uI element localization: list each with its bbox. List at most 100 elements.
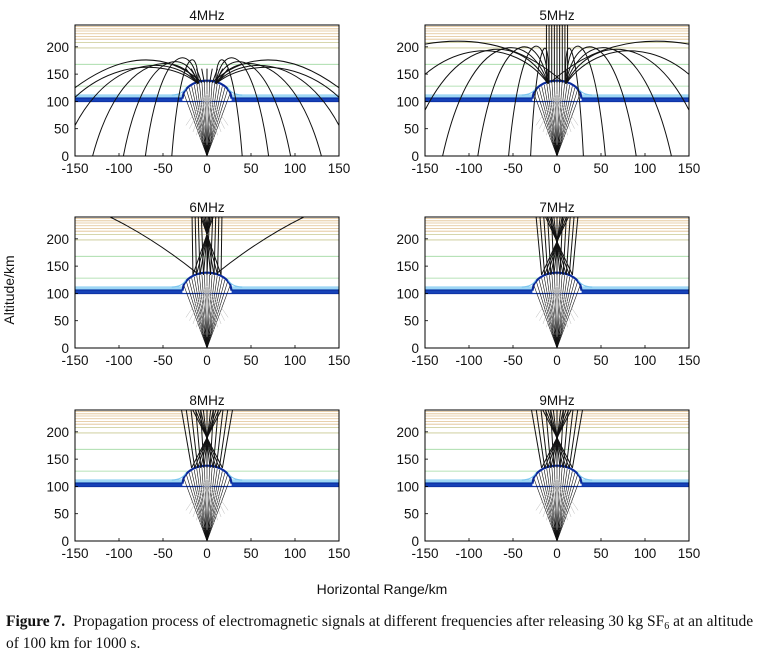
ray-returning xyxy=(565,50,689,85)
ray-upward xyxy=(541,471,558,541)
ray-returning xyxy=(122,61,199,156)
ray-upward xyxy=(206,467,210,541)
x-tick-label: -150 xyxy=(411,546,438,561)
figure: Altitude/km Horizontal Range/km -150 -100… xyxy=(1,8,701,597)
ray-upward xyxy=(546,275,558,348)
ray-upward xyxy=(551,274,558,348)
ray-escaping xyxy=(185,410,196,468)
y-tick-label: 200 xyxy=(396,232,419,247)
x-tick-label: 100 xyxy=(284,546,307,561)
ray-upward xyxy=(556,86,573,156)
ray-lattice-line xyxy=(535,286,558,318)
ray-upward xyxy=(188,472,208,541)
ray-crossing xyxy=(192,217,214,276)
x-tick-label: 0 xyxy=(203,353,211,368)
x-tick-label: 100 xyxy=(634,353,657,368)
x-axis-label: Horizontal Range/km xyxy=(317,581,448,597)
ray-returning xyxy=(565,48,689,112)
ray-lattice-line xyxy=(203,479,208,527)
ray-upward xyxy=(556,87,576,156)
panel-title: 4MHz xyxy=(189,8,225,23)
ray-upward xyxy=(556,82,563,156)
y-tick-label: 200 xyxy=(396,40,419,55)
ray-upward xyxy=(204,467,208,541)
hole-edge-right xyxy=(227,472,243,481)
ray-lattice-line xyxy=(206,94,215,139)
x-tick-label: -150 xyxy=(61,161,88,176)
ray-lattice-line xyxy=(206,94,225,129)
ray-escaping xyxy=(565,410,574,468)
ray-lattice-line xyxy=(556,479,575,514)
ray-upward xyxy=(556,274,563,348)
ray-lattice-line xyxy=(199,479,208,524)
ray-crossing xyxy=(195,217,213,275)
panel-title: 9MHz xyxy=(539,393,575,408)
ray-crossing xyxy=(202,217,210,275)
panel-title: 5MHz xyxy=(539,8,575,23)
escaping-rays xyxy=(425,25,689,156)
ray-returning xyxy=(477,46,549,156)
ray-upward xyxy=(556,475,578,541)
y-tick-label: 200 xyxy=(46,425,69,440)
ray-lattice-line xyxy=(206,286,218,328)
ray-lattice-line xyxy=(203,286,208,334)
ray-upward xyxy=(206,282,228,348)
ray-up xyxy=(209,68,213,83)
ray-returning xyxy=(565,47,672,156)
ray-lattice-line xyxy=(556,94,572,133)
ray-escaping xyxy=(545,410,552,468)
ray-returning xyxy=(144,57,199,156)
hole-edge-right xyxy=(577,279,593,288)
ray-escaping xyxy=(539,217,546,275)
ray-upward xyxy=(201,467,208,541)
ray-crossing xyxy=(199,217,211,275)
y-tick-label: 150 xyxy=(396,259,419,274)
ray-lattice-line xyxy=(542,479,558,518)
ray-lattice-line xyxy=(535,94,558,126)
x-tick-label: 150 xyxy=(678,546,701,561)
ray-returning xyxy=(565,47,584,156)
x-tick-label: 50 xyxy=(593,353,608,368)
ray-lattice-line xyxy=(542,94,558,133)
ray-returning xyxy=(425,50,549,85)
ray-lattice-line xyxy=(539,479,558,514)
ray-upward xyxy=(551,467,558,541)
ray-upward xyxy=(193,276,208,348)
y-tick-label: 100 xyxy=(46,286,69,301)
ray-oblique-left xyxy=(109,217,197,274)
ray-upward xyxy=(188,279,208,348)
ray-lattice-line xyxy=(556,479,579,511)
ray-upward xyxy=(186,90,208,156)
ray-lattice-line xyxy=(206,479,215,524)
caption-text: Propagation process of electromagnetic s… xyxy=(73,613,665,630)
ray-fan xyxy=(533,82,581,156)
y-tick-label: 100 xyxy=(396,286,419,301)
y-tick-label: 50 xyxy=(54,507,69,522)
ray-lattice-line xyxy=(556,479,568,521)
ray-lattice-line xyxy=(206,479,222,518)
ray-escaping xyxy=(565,217,571,275)
ray-returning xyxy=(215,66,339,99)
ray-escaping xyxy=(562,217,567,275)
ray-upward xyxy=(191,278,208,348)
ray-upward xyxy=(204,274,208,348)
ray-upward xyxy=(206,469,221,541)
ray-lattice-line xyxy=(206,286,225,321)
caption-label: Figure 7. xyxy=(6,613,66,630)
ray-upward xyxy=(538,279,558,348)
ray-lattice-line xyxy=(206,479,211,527)
ray-crossing xyxy=(541,217,569,276)
ray-lattice-line xyxy=(542,286,558,325)
ray-upward xyxy=(556,84,571,156)
ray-lattice-line xyxy=(549,94,558,139)
panel-title: 6MHz xyxy=(189,200,225,215)
ray-lattice-line xyxy=(206,286,211,334)
ray-lattice-line xyxy=(556,479,561,527)
x-tick-label: -100 xyxy=(105,161,132,176)
ray-returning xyxy=(530,47,549,156)
x-tick-label: 50 xyxy=(243,546,258,561)
ray-upward xyxy=(193,469,208,541)
ray-escaping xyxy=(220,217,223,275)
x-tick-label: -50 xyxy=(153,161,173,176)
ray-lattice-line xyxy=(556,94,568,136)
